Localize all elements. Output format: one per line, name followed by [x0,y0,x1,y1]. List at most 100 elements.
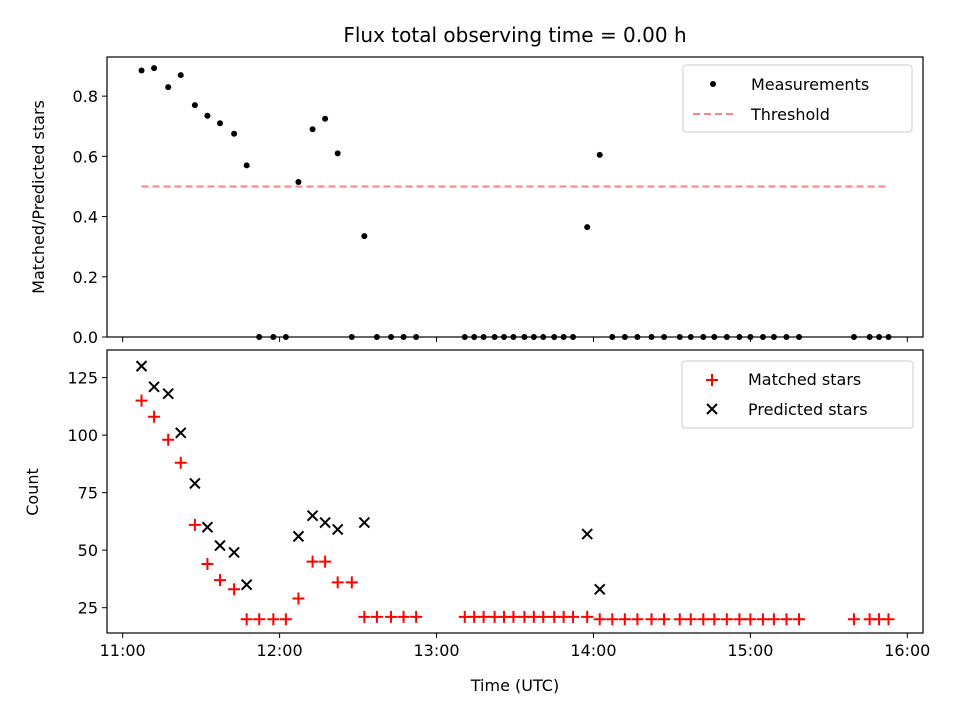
measurement-point [796,334,803,340]
measurement-point [621,334,628,340]
measurement-point [373,334,380,340]
matched-star-point [756,613,769,626]
matched-star-point [733,613,746,626]
measurement-point [501,334,508,340]
predicted-star-point [175,427,187,439]
matched-star-point [684,613,697,626]
legend-predicted-label: Predicted stars [748,400,868,419]
matched-star-point [213,574,226,587]
measurement-point [866,334,873,340]
predicted-star-point [331,523,344,536]
x-tick-label: 15:00 [727,641,773,660]
measurement-point [676,334,683,340]
y-tick-label: 0.0 [73,328,98,347]
matched-star-point [162,433,175,446]
measurement-point [700,334,707,340]
legend-threshold-label: Threshold [750,105,830,124]
measurement-point [388,334,395,340]
matched-star-point [581,610,594,623]
predicted-star-point [228,546,240,559]
top-y-ticks: 0.0 0.2 0.4 0.6 0.8 [73,87,107,347]
matched-star-point [331,576,344,589]
predicted-star-point [358,516,371,529]
measurement-point [282,334,289,340]
measurement-point [736,334,743,340]
predicted-star-point [135,360,148,372]
predicted-star-point [162,388,174,400]
matched-star-point [201,557,214,570]
measurement-point [747,334,754,340]
star-count-panel: 11:00 12:00 13:00 14:00 15:00 16:00 25 50 75 100… [23,349,930,695]
measurement-point [413,334,420,340]
matched-star-point [253,613,266,626]
matched-star-point [240,613,253,626]
matched-star-point [135,394,148,407]
measurement-point [461,334,468,340]
measurement-point [634,334,641,340]
predicted-star-point [148,381,160,393]
matched-star-point [567,610,580,623]
measurement-point [648,334,655,340]
measurement-point [885,334,892,340]
measurement-point [151,65,158,72]
matched-star-point [593,613,606,626]
predicted-star-point [306,509,319,522]
top-series [138,65,892,340]
measurement-point [560,334,567,340]
matched-star-point [174,456,187,469]
predicted-star-point [319,516,331,529]
x-tick-label: 11:00 [100,641,146,660]
measurement-point [361,233,368,240]
matched-star-point [279,613,292,626]
y-tick-label: 75 [78,484,98,503]
measurement-point [661,334,668,340]
measurement-point [480,334,487,340]
matched-star-point [188,518,201,531]
measurement-point [256,334,263,340]
y-tick-label: 0.4 [73,208,98,227]
measurement-point [216,120,223,127]
measurement-point [334,150,341,157]
measurement-point [191,102,198,109]
measurement-point [759,334,766,340]
measurement-point [510,334,517,340]
measurement-point [165,84,172,91]
y-tick-label: 0.6 [73,147,98,166]
legend-box [681,360,914,429]
measurement-point [348,334,355,340]
predicted-star-point [594,583,606,595]
matched-star-point [306,555,319,568]
measurement-point [596,151,603,158]
matched-star-point [292,592,305,605]
bottom-y-ticks: 25 50 75 100 125 [67,369,107,618]
measurement-point [723,334,730,340]
measurement-point [783,334,790,340]
matched-star-point [767,613,780,626]
matched-star-point [410,610,423,623]
matched-star-point [397,610,410,623]
matched-star-point [780,613,793,626]
matched-star-point [645,613,658,626]
matched-star-point [744,613,757,626]
measurement-point [322,115,329,122]
matched-star-point [606,613,619,626]
matched-star-point [708,613,721,626]
matched-star-point [477,610,490,623]
measurement-point [243,162,250,169]
measurement-point [204,112,211,119]
measurement-point [400,334,407,340]
measurement-point [270,334,277,340]
predicted-star-point [240,578,253,591]
x-tick-label: 14:00 [570,641,616,660]
x-axis-label: Time (UTC) [470,676,559,695]
matched-star-point [537,610,550,623]
legend-measurements-marker [710,81,716,87]
measurement-point [584,224,591,231]
top-y-axis-label: Matched/Predicted stars [29,100,48,294]
legend-box [682,64,913,133]
matched-star-point [345,576,358,589]
y-tick-label: 125 [67,369,98,388]
matched-star-point [228,583,241,596]
chart-title: Flux total observing time = 0.00 h [343,23,686,47]
predicted-star-point [201,521,214,533]
